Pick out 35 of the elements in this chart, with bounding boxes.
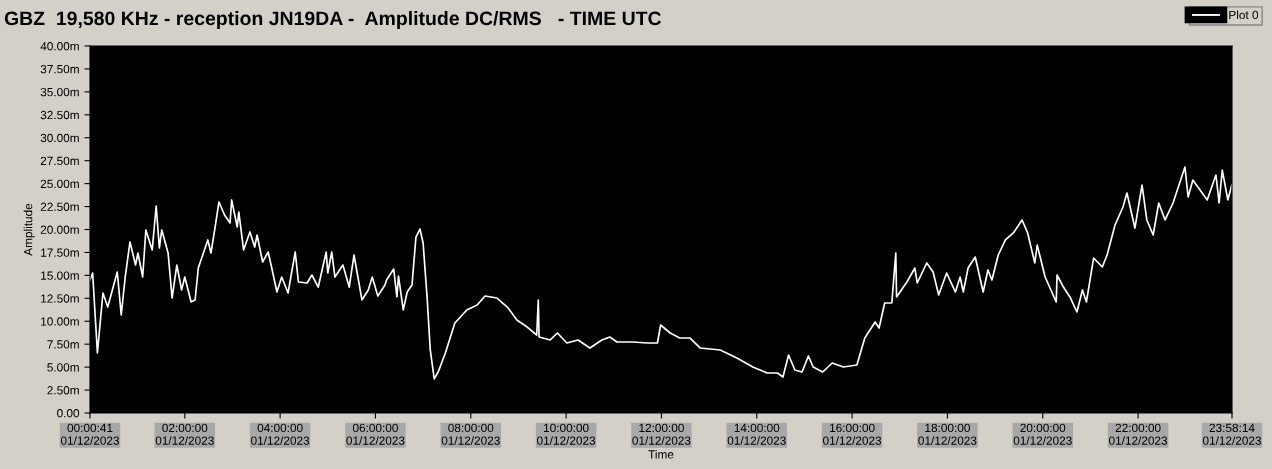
legend-label: Plot 0 [1229, 10, 1259, 20]
line-series [90, 166, 1232, 380]
chart-title: GBZ 19,580 KHz - reception JN19DA - Amplitude DC/RMS - TIME UTC [4, 10, 662, 30]
x-tick-label: 20:00:00 01/12/2023 [1013, 423, 1072, 445]
x-tick-label: 04:00:00 01/12/2023 [251, 423, 310, 445]
y-tick-label: 35.00m [40, 87, 79, 97]
x-tick-label: 06:00:00 01/12/2023 [346, 423, 405, 445]
y-tick-label: 0.00 [57, 409, 80, 418]
x-tick-label: 08:00:00 01/12/2023 [441, 423, 500, 445]
y-tick-label: 2.50m [47, 386, 79, 395]
x-tick-label: 00:00:41 01/12/2023 [60, 423, 120, 445]
x-tick-label: 16:00:00 01/12/2023 [823, 423, 882, 445]
y-tick-label: 10.00m [41, 317, 79, 326]
x-tick-label: 18:00:00 01/12/2023 [918, 423, 977, 445]
x-tick-label: 12:00:00 01/12/2023 [632, 423, 691, 445]
x-axis-title: Time [648, 449, 674, 459]
y-tick-label: 27.50m [40, 156, 79, 166]
y-axis-title: Amplitude [23, 203, 35, 256]
x-tick-label: 22:00:00 01/12/2023 [1109, 423, 1168, 445]
x-tick-label: 23:58:14 01/12/2023 [1202, 423, 1262, 445]
y-tick-label: 5.00m [47, 363, 79, 372]
y-tick-label: 7.50m [47, 340, 79, 349]
y-tick-label: 40.00m [40, 42, 79, 51]
x-tick-label: 14:00:00 01/12/2023 [727, 423, 786, 445]
y-tick-label: 30.00m [40, 133, 79, 143]
y-tick-label: 22.50m [40, 202, 79, 211]
y-tick-label: 32.50m [40, 110, 79, 120]
y-tick-label: 12.50m [41, 294, 79, 303]
y-tick-label: 15.00m [41, 271, 79, 280]
y-tick-label: 25.00m [40, 179, 79, 189]
x-tick-label: 02:00:00 01/12/2023 [155, 423, 214, 445]
y-tick-label: 17.50m [41, 248, 79, 257]
y-tick-label: 20.00m [40, 225, 79, 234]
x-tick-label: 10:00:00 01/12/2023 [537, 423, 596, 445]
y-tick-label: 37.50m [40, 64, 79, 74]
